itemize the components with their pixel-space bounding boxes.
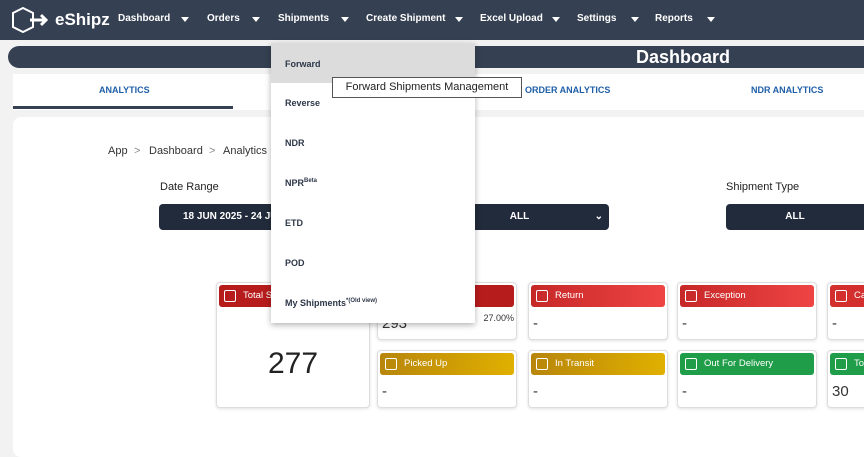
nav-item[interactable]: Create Shipment [366, 13, 446, 24]
card-value: - [533, 315, 538, 332]
tab[interactable]: ORDER ANALYTICS [525, 85, 611, 95]
breadcrumb[interactable]: Dashboard [149, 145, 203, 157]
stat-card[interactable]: Ca - [827, 282, 864, 340]
nav-item[interactable]: Dashboard [118, 13, 171, 24]
card-header: Exception [680, 285, 814, 307]
card-header: Picked Up [380, 353, 514, 375]
tab-underline [13, 106, 233, 109]
menu-label: ETD [285, 218, 303, 228]
stat-card[interactable]: Exception - [677, 282, 817, 340]
card-value: - [682, 383, 687, 400]
menu-label: My Shipments [285, 298, 347, 308]
caret [252, 17, 260, 22]
breadcrumb[interactable]: Analytics [223, 145, 268, 157]
card-icon [385, 358, 397, 370]
brand[interactable]: eShipz [55, 10, 110, 29]
card-header: Ca [830, 285, 864, 307]
chevron: ⌄ [594, 211, 603, 222]
card-value: - [832, 315, 837, 332]
stat-card[interactable]: Picked Up - [377, 350, 517, 408]
card-icon [685, 290, 697, 302]
card-value: - [533, 383, 538, 400]
card-icon [835, 290, 847, 302]
filter-label: Shipment Type [726, 181, 800, 193]
menu-item[interactable]: NPRBeta [271, 162, 475, 202]
nav-bar: eShipz Dashboard Orders Shipments Create Sh… [0, 0, 864, 40]
breadcrumb[interactable]: App [108, 145, 128, 157]
card-icon [536, 290, 548, 302]
card-header: Return [531, 285, 665, 307]
menu-item[interactable]: POD [271, 242, 475, 282]
tooltip: Forward Shipments Management [332, 77, 522, 98]
card-icon [835, 358, 847, 370]
caret [552, 17, 560, 22]
menu-badge: *(Old view) [346, 298, 378, 304]
card-icon [685, 358, 697, 370]
separator: > [209, 145, 216, 157]
stat-card[interactable]: To 30 [827, 350, 864, 408]
card-value: 277 [267, 347, 319, 380]
card-header: To [830, 353, 864, 375]
stat-card[interactable]: Return - [528, 282, 668, 340]
nav-item[interactable]: Reports [655, 13, 693, 24]
menu-label: NPR [285, 178, 305, 188]
card-icon [224, 290, 236, 302]
menu-label: Reverse [285, 98, 321, 108]
nav-item[interactable]: Excel Upload [480, 13, 543, 24]
logo-icon [12, 7, 49, 33]
menu-badge: Beta [304, 178, 318, 184]
caret [455, 17, 463, 22]
caret [631, 17, 639, 22]
separator: > [134, 145, 141, 157]
menu-item[interactable]: Forward [271, 43, 475, 83]
caret [707, 17, 715, 22]
caret [181, 17, 189, 22]
card-value: - [382, 383, 387, 400]
stat-card[interactable]: In Transit - [528, 350, 668, 408]
card-value: 30 [832, 383, 849, 400]
tab[interactable]: NDR ANALYTICS [751, 85, 824, 95]
card-value: - [682, 315, 687, 332]
menu-label: POD [285, 258, 305, 268]
card-icon [536, 358, 548, 370]
menu-label: NDR [285, 138, 305, 148]
nav-item[interactable]: Orders [207, 13, 240, 24]
tab[interactable]: ANALYTICS [99, 85, 150, 95]
filter-label: Date Range [160, 181, 219, 193]
menu-item[interactable]: Reverse [271, 82, 475, 122]
caret [341, 17, 349, 22]
card-header: Out For Delivery [680, 353, 814, 375]
menu-label: Forward [285, 59, 321, 69]
menu-item[interactable]: My Shipments*(Old view) [271, 282, 475, 322]
stat-card[interactable]: Out For Delivery - [677, 350, 817, 408]
nav-item[interactable]: Shipments [278, 13, 330, 24]
nav-item[interactable]: Settings [577, 13, 617, 24]
select[interactable]: ALL [726, 204, 864, 230]
card-change: 27.00% [483, 313, 514, 323]
menu-item[interactable]: NDR [271, 122, 475, 162]
card-header: In Transit [531, 353, 665, 375]
menu-item[interactable]: ETD [271, 202, 475, 242]
select-value: ALL [509, 211, 530, 222]
